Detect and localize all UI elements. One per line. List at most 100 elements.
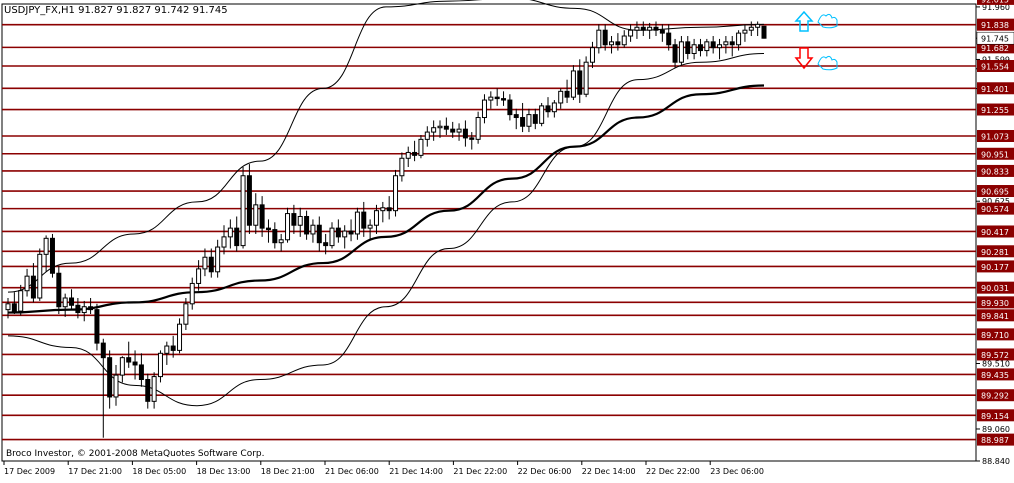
bollinger-bands [7, 0, 765, 407]
candle-body [189, 282, 195, 305]
candle-body [202, 256, 208, 270]
candle-body [100, 342, 106, 359]
candle-body [285, 213, 291, 241]
candle-body [717, 44, 723, 49]
level-label: 89.572 [981, 351, 1009, 360]
level-label: 91.255 [981, 106, 1009, 115]
level-label-box [977, 348, 1014, 361]
candle-body [348, 230, 354, 235]
candle-body [157, 352, 163, 378]
level-label: 89.292 [981, 392, 1009, 401]
level-label: 88.987 [981, 436, 1009, 445]
level-label: 90.031 [981, 284, 1009, 293]
candle-body [151, 376, 157, 402]
candle-body [602, 29, 608, 46]
candle-body [761, 25, 767, 39]
candle-body [710, 41, 716, 49]
candle-body [481, 99, 487, 119]
candle-body [462, 128, 468, 139]
level-label: 91.401 [981, 85, 1009, 94]
pointing-hand-icon [817, 13, 838, 29]
current-price-box [976, 31, 1014, 45]
candlesticks [5, 21, 767, 438]
level-label-box [977, 281, 1014, 294]
copyright-text: Broco Investor, © 2001-2008 MetaQuotes S… [6, 449, 265, 459]
symbol-header: USDJPY_FX,H1 91.827 91.827 91.742 91.745 [4, 5, 228, 16]
candle-body [246, 175, 252, 226]
level-label: 90.574 [981, 205, 1009, 214]
candle-body [88, 306, 94, 311]
y-tick-label: 90.625 [982, 197, 1010, 206]
y-tick-label: 89.060 [982, 425, 1010, 434]
level-label: 90.833 [981, 167, 1009, 176]
candle-body [43, 237, 49, 255]
level-label: 90.281 [981, 248, 1009, 257]
candle-body [119, 357, 125, 376]
candle-body [37, 253, 43, 299]
candle-body [94, 309, 100, 344]
candle-body [431, 127, 437, 133]
candle-body [316, 224, 322, 244]
candle-body [227, 227, 233, 238]
x-tick-label: 18 Dec 05:00 [132, 467, 186, 476]
level-label: 89.710 [981, 331, 1009, 340]
candle-body [323, 242, 329, 247]
candle-body [570, 70, 576, 98]
current-price-label: 91.745 [981, 35, 1009, 44]
candle-body [196, 268, 202, 284]
level-label: 91.554 [981, 63, 1009, 72]
candle-body [240, 175, 246, 247]
candle-body [704, 41, 710, 52]
candle-body [513, 114, 519, 119]
candle-body [589, 47, 595, 63]
level-label-box [977, 185, 1014, 198]
candle-body [107, 357, 113, 398]
candle-body [685, 41, 691, 54]
candle-body [386, 207, 392, 212]
candle-body [437, 125, 443, 129]
candle-body [558, 90, 564, 104]
level-label-box [977, 147, 1014, 160]
level-label-box [977, 328, 1014, 341]
candle-body [310, 224, 316, 235]
x-tick-label: 22 Dec 06:00 [518, 467, 572, 476]
x-tick-label: 22 Dec 22:00 [646, 467, 700, 476]
x-tick-label: 18 Dec 13:00 [197, 467, 251, 476]
candle-body [755, 23, 761, 28]
level-label: 89.435 [981, 371, 1009, 380]
level-label-box [977, 368, 1014, 381]
candle-body [405, 151, 411, 159]
candle-body [113, 374, 119, 398]
candle-body [373, 210, 379, 226]
level-label: 90.177 [981, 263, 1009, 272]
level-label-box [977, 409, 1014, 422]
candle-body [11, 303, 17, 312]
candle-body [278, 239, 284, 244]
level-label-box [977, 309, 1014, 322]
candle-body [653, 26, 659, 31]
candle-body [647, 26, 653, 31]
level-label-box [977, 18, 1014, 31]
candle-body [520, 117, 526, 127]
level-label-box [977, 260, 1014, 273]
x-tick-label: 18 Dec 21:00 [261, 467, 315, 476]
arrow-up-outline-icon [794, 10, 814, 32]
level-label-box [977, 164, 1014, 177]
signal-icons [794, 10, 838, 71]
level-label: 89.154 [981, 412, 1009, 421]
candle-body [126, 357, 132, 363]
candle-body [354, 211, 360, 235]
y-tick-label: 89.510 [982, 359, 1010, 368]
candle-body [56, 272, 62, 308]
x-tick-label: 17 Dec 2009 [4, 467, 55, 476]
candle-body [615, 41, 621, 46]
candle-body [259, 204, 265, 229]
support-resistance-levels [1, 3, 977, 462]
x-tick-label: 21 Dec 22:00 [453, 467, 507, 476]
candle-body [501, 98, 507, 101]
candle-body [450, 128, 456, 133]
candle-body [69, 297, 75, 306]
candle-body [526, 114, 532, 127]
level-label: 89.841 [981, 312, 1009, 321]
